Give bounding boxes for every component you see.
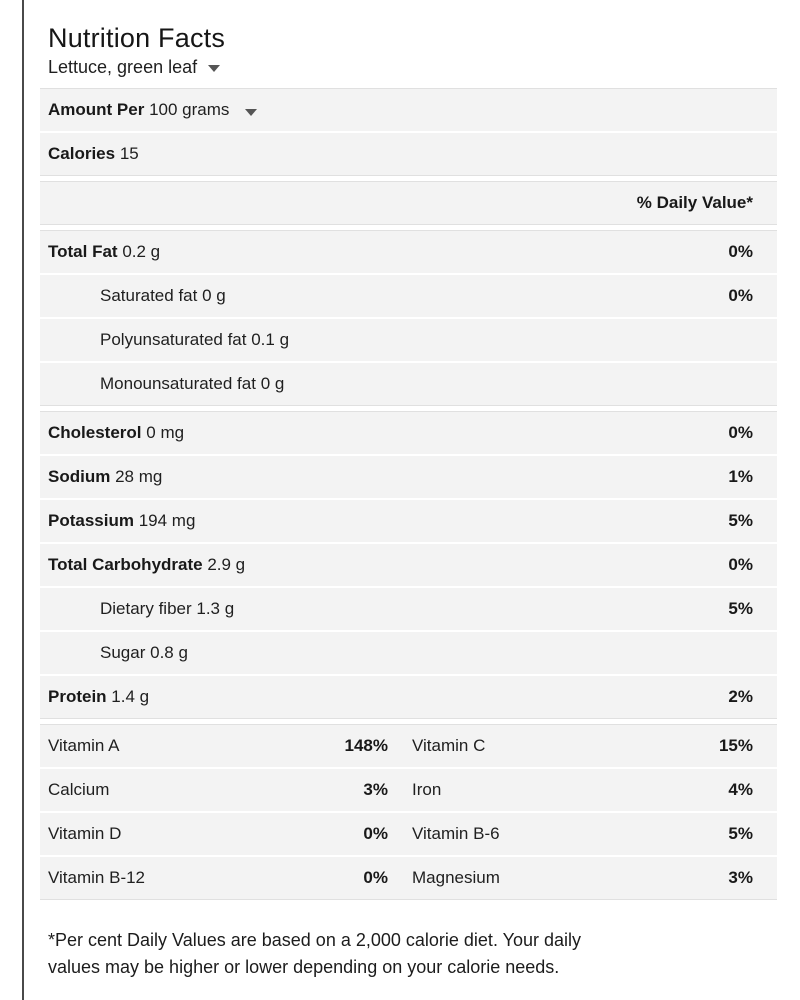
vitamin-value: 3% xyxy=(363,780,388,799)
nutrient-row-sugar: Sugar 0.8 g xyxy=(40,630,777,674)
vitamin-value: 0% xyxy=(363,868,388,887)
vitamin-label: Vitamin B-6 xyxy=(412,824,500,843)
vitamin-value: 148% xyxy=(344,736,388,755)
nutrient-dv: 1% xyxy=(728,467,753,486)
nutrient-amount: 0.1 g xyxy=(251,330,290,349)
serving-selector-row[interactable]: Amount Per 100 grams xyxy=(40,89,777,131)
page-title: Nutrition Facts xyxy=(48,23,226,53)
daily-value-header: % Daily Value* xyxy=(636,193,753,212)
nutrient-label: Sugar xyxy=(100,643,146,662)
nutrient-amount: 0 mg xyxy=(146,423,185,442)
nutrient-dv: 5% xyxy=(728,511,753,530)
nutrient-amount: 1.3 g xyxy=(196,599,235,618)
nutrient-row-potassium: Potassium 194 mg 5% xyxy=(40,498,777,542)
section-main-nutrients: Cholesterol 0 mg 0% Sodium 28 mg 1% Pota… xyxy=(40,411,777,719)
nutrient-row-total-carbohydrate: Total Carbohydrate 2.9 g 0% xyxy=(40,542,777,586)
nutrient-amount: 28 mg xyxy=(115,467,163,486)
calories-value: 15 xyxy=(119,144,139,163)
section-vitamins: Vitamin A 148% Vitamin C 15% Calcium 3% … xyxy=(40,724,777,900)
nutrient-dv: 5% xyxy=(728,599,753,618)
nutrient-dv: 0% xyxy=(728,555,753,574)
vitamin-label: Calcium xyxy=(48,780,110,799)
nutrient-row-cholesterol: Cholesterol 0 mg 0% xyxy=(40,412,777,454)
food-selector[interactable]: Lettuce, green leaf xyxy=(48,54,221,80)
nutrient-amount: 0 g xyxy=(202,286,226,305)
footnote-line-1: *Per cent Daily Values are based on a 2,… xyxy=(48,930,582,950)
nutrient-row-monounsaturated-fat: Monounsaturated fat 0 g xyxy=(40,361,777,405)
vitamin-value: 3% xyxy=(728,868,753,887)
vitamin-row-b12-magnesium: Vitamin B-12 0% Magnesium 3% xyxy=(40,855,777,899)
calories-row: Calories 15 xyxy=(40,131,777,175)
nutrient-amount: 1.4 g xyxy=(111,687,150,706)
calories-label: Calories xyxy=(48,144,116,163)
daily-value-header-row: % Daily Value* xyxy=(40,182,777,224)
nutrient-label: Dietary fiber xyxy=(100,599,192,618)
vitamin-row-a-c: Vitamin A 148% Vitamin C 15% xyxy=(40,725,777,767)
card-header: Nutrition Facts Lettuce, green leaf xyxy=(40,0,777,88)
vitamin-value: 15% xyxy=(718,736,753,755)
vitamin-row-d-b6: Vitamin D 0% Vitamin B-6 5% xyxy=(40,811,777,855)
vitamin-label: Vitamin A xyxy=(48,736,120,755)
nutrient-dv: 2% xyxy=(728,687,753,706)
serving-label: Amount Per xyxy=(48,100,145,119)
food-selector-label: Lettuce, green leaf xyxy=(48,57,198,77)
serving-value: 100 grams xyxy=(149,100,230,119)
section-dv-header: % Daily Value* xyxy=(40,181,777,225)
nutrient-amount: 0 g xyxy=(260,374,285,393)
daily-value-footnote: *Per cent Daily Values are based on a 2,… xyxy=(40,905,777,981)
nutrient-amount: 2.9 g xyxy=(207,555,246,574)
vitamin-label: Vitamin D xyxy=(48,824,122,843)
nutrient-row-polyunsaturated-fat: Polyunsaturated fat 0.1 g xyxy=(40,317,777,361)
nutrient-row-protein: Protein 1.4 g 2% xyxy=(40,674,777,718)
nutrition-facts-card: Nutrition Facts Lettuce, green leaf Amou… xyxy=(40,0,777,981)
section-serving: Amount Per 100 grams Calories 15 xyxy=(40,88,777,176)
nutrient-amount: 0.8 g xyxy=(150,643,188,662)
footnote-line-2: values may be higher or lower depending … xyxy=(48,957,560,977)
nutrient-dv: 0% xyxy=(728,423,753,442)
nutrient-row-total-fat: Total Fat 0.2 g 0% xyxy=(40,231,777,273)
nutrient-amount: 0.2 g xyxy=(122,242,161,261)
nutrient-dv: 0% xyxy=(728,242,753,261)
vitamin-label: Iron xyxy=(412,780,442,799)
nutrient-label: Total Fat xyxy=(48,242,118,261)
vitamin-label: Magnesium xyxy=(412,868,500,887)
page-edge-line xyxy=(22,0,24,1000)
section-fats: Total Fat 0.2 g 0% Saturated fat 0 g 0% … xyxy=(40,230,777,406)
nutrient-row-dietary-fiber: Dietary fiber 1.3 g 5% xyxy=(40,586,777,630)
vitamin-value: 5% xyxy=(728,824,753,843)
caret-down-icon xyxy=(245,109,258,116)
vitamin-value: 4% xyxy=(728,780,753,799)
nutrient-label: Protein xyxy=(48,687,107,706)
nutrient-row-sodium: Sodium 28 mg 1% xyxy=(40,454,777,498)
nutrient-label: Cholesterol xyxy=(48,423,142,442)
nutrient-label: Sodium xyxy=(48,467,111,486)
nutrient-label: Potassium xyxy=(48,511,134,530)
nutrient-row-saturated-fat: Saturated fat 0 g 0% xyxy=(40,273,777,317)
nutrient-label: Saturated fat xyxy=(100,286,198,305)
nutrient-label: Total Carbohydrate xyxy=(48,555,203,574)
vitamin-row-calcium-iron: Calcium 3% Iron 4% xyxy=(40,767,777,811)
nutrient-label: Polyunsaturated fat xyxy=(100,330,247,349)
nutrient-dv: 0% xyxy=(728,286,753,305)
vitamin-label: Vitamin C xyxy=(412,736,486,755)
nutrient-amount: 194 mg xyxy=(138,511,196,530)
vitamin-value: 0% xyxy=(363,824,388,843)
caret-down-icon xyxy=(208,64,221,72)
vitamin-label: Vitamin B-12 xyxy=(48,868,146,887)
nutrient-label: Monounsaturated fat xyxy=(100,374,256,393)
